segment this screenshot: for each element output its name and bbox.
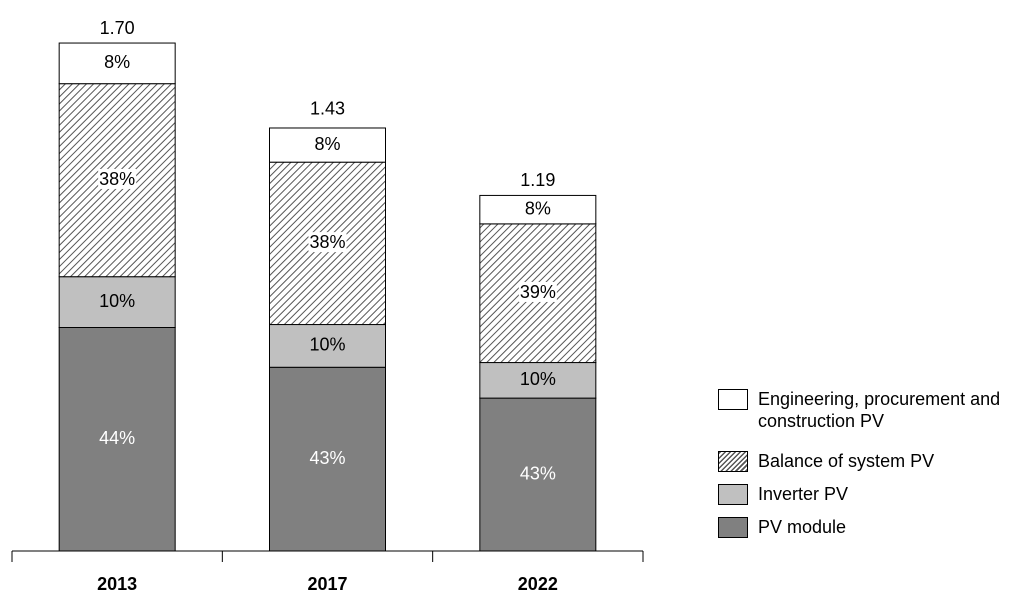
legend-label: PV module [758, 517, 847, 537]
bar-segment [269, 127, 386, 163]
bar-segment [479, 194, 597, 225]
label-bg [518, 281, 557, 302]
label-bg [308, 232, 347, 253]
data-label: 8% [314, 134, 340, 154]
legend-label: Engineering, procurement and constructio… [758, 389, 1001, 431]
legend-swatch [718, 484, 748, 505]
bar-segment [58, 326, 176, 552]
data-label: 10% [309, 335, 345, 355]
bar-segment [479, 362, 597, 399]
legend-swatch [718, 517, 748, 538]
x-tick-label: 2017 [307, 574, 347, 593]
total-label: 1.70 [100, 18, 135, 38]
bar-segment [479, 397, 597, 552]
legend-item: Balance of system PV [718, 450, 1008, 472]
legend-swatch [718, 389, 748, 410]
data-label: 39% [520, 282, 556, 302]
data-label: 38% [309, 232, 345, 252]
x-tick-label: 2022 [518, 574, 558, 593]
data-label: 10% [520, 369, 556, 389]
total-label: 1.19 [520, 170, 555, 190]
data-label: 8% [525, 198, 551, 218]
data-label: 10% [99, 291, 135, 311]
x-tick-label: 2013 [97, 574, 137, 593]
data-label: 38% [99, 169, 135, 189]
label-bg [98, 168, 137, 189]
data-label: 44% [99, 428, 135, 448]
data-label: 8% [104, 52, 130, 72]
bar-segment [58, 276, 176, 328]
legend-label: Inverter PV [758, 484, 849, 504]
legend-item: PV module [718, 516, 1008, 538]
legend-label: Balance of system PV [758, 451, 935, 471]
data-label: 43% [309, 448, 345, 468]
legend-item: Engineering, procurement and constructio… [718, 388, 1008, 432]
total-label: 1.43 [310, 98, 345, 118]
bar-segment [58, 42, 176, 85]
bar-segment [269, 324, 386, 368]
legend-item: Inverter PV [718, 483, 1008, 505]
legend-swatch [718, 451, 748, 472]
data-label: 43% [520, 463, 556, 483]
